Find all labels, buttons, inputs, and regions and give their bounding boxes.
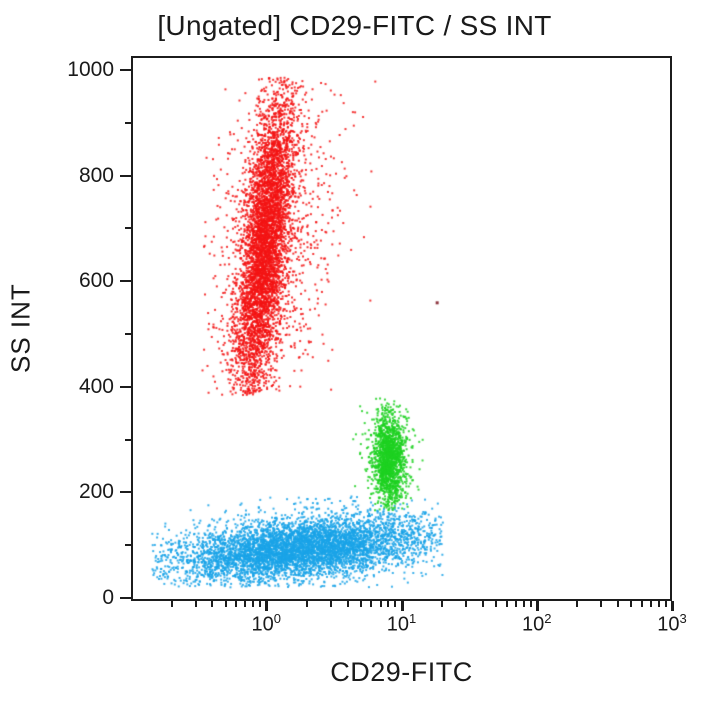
y-axis-title: SS INT: [5, 283, 36, 374]
x-axis-title: CD29-FITC: [330, 657, 473, 687]
